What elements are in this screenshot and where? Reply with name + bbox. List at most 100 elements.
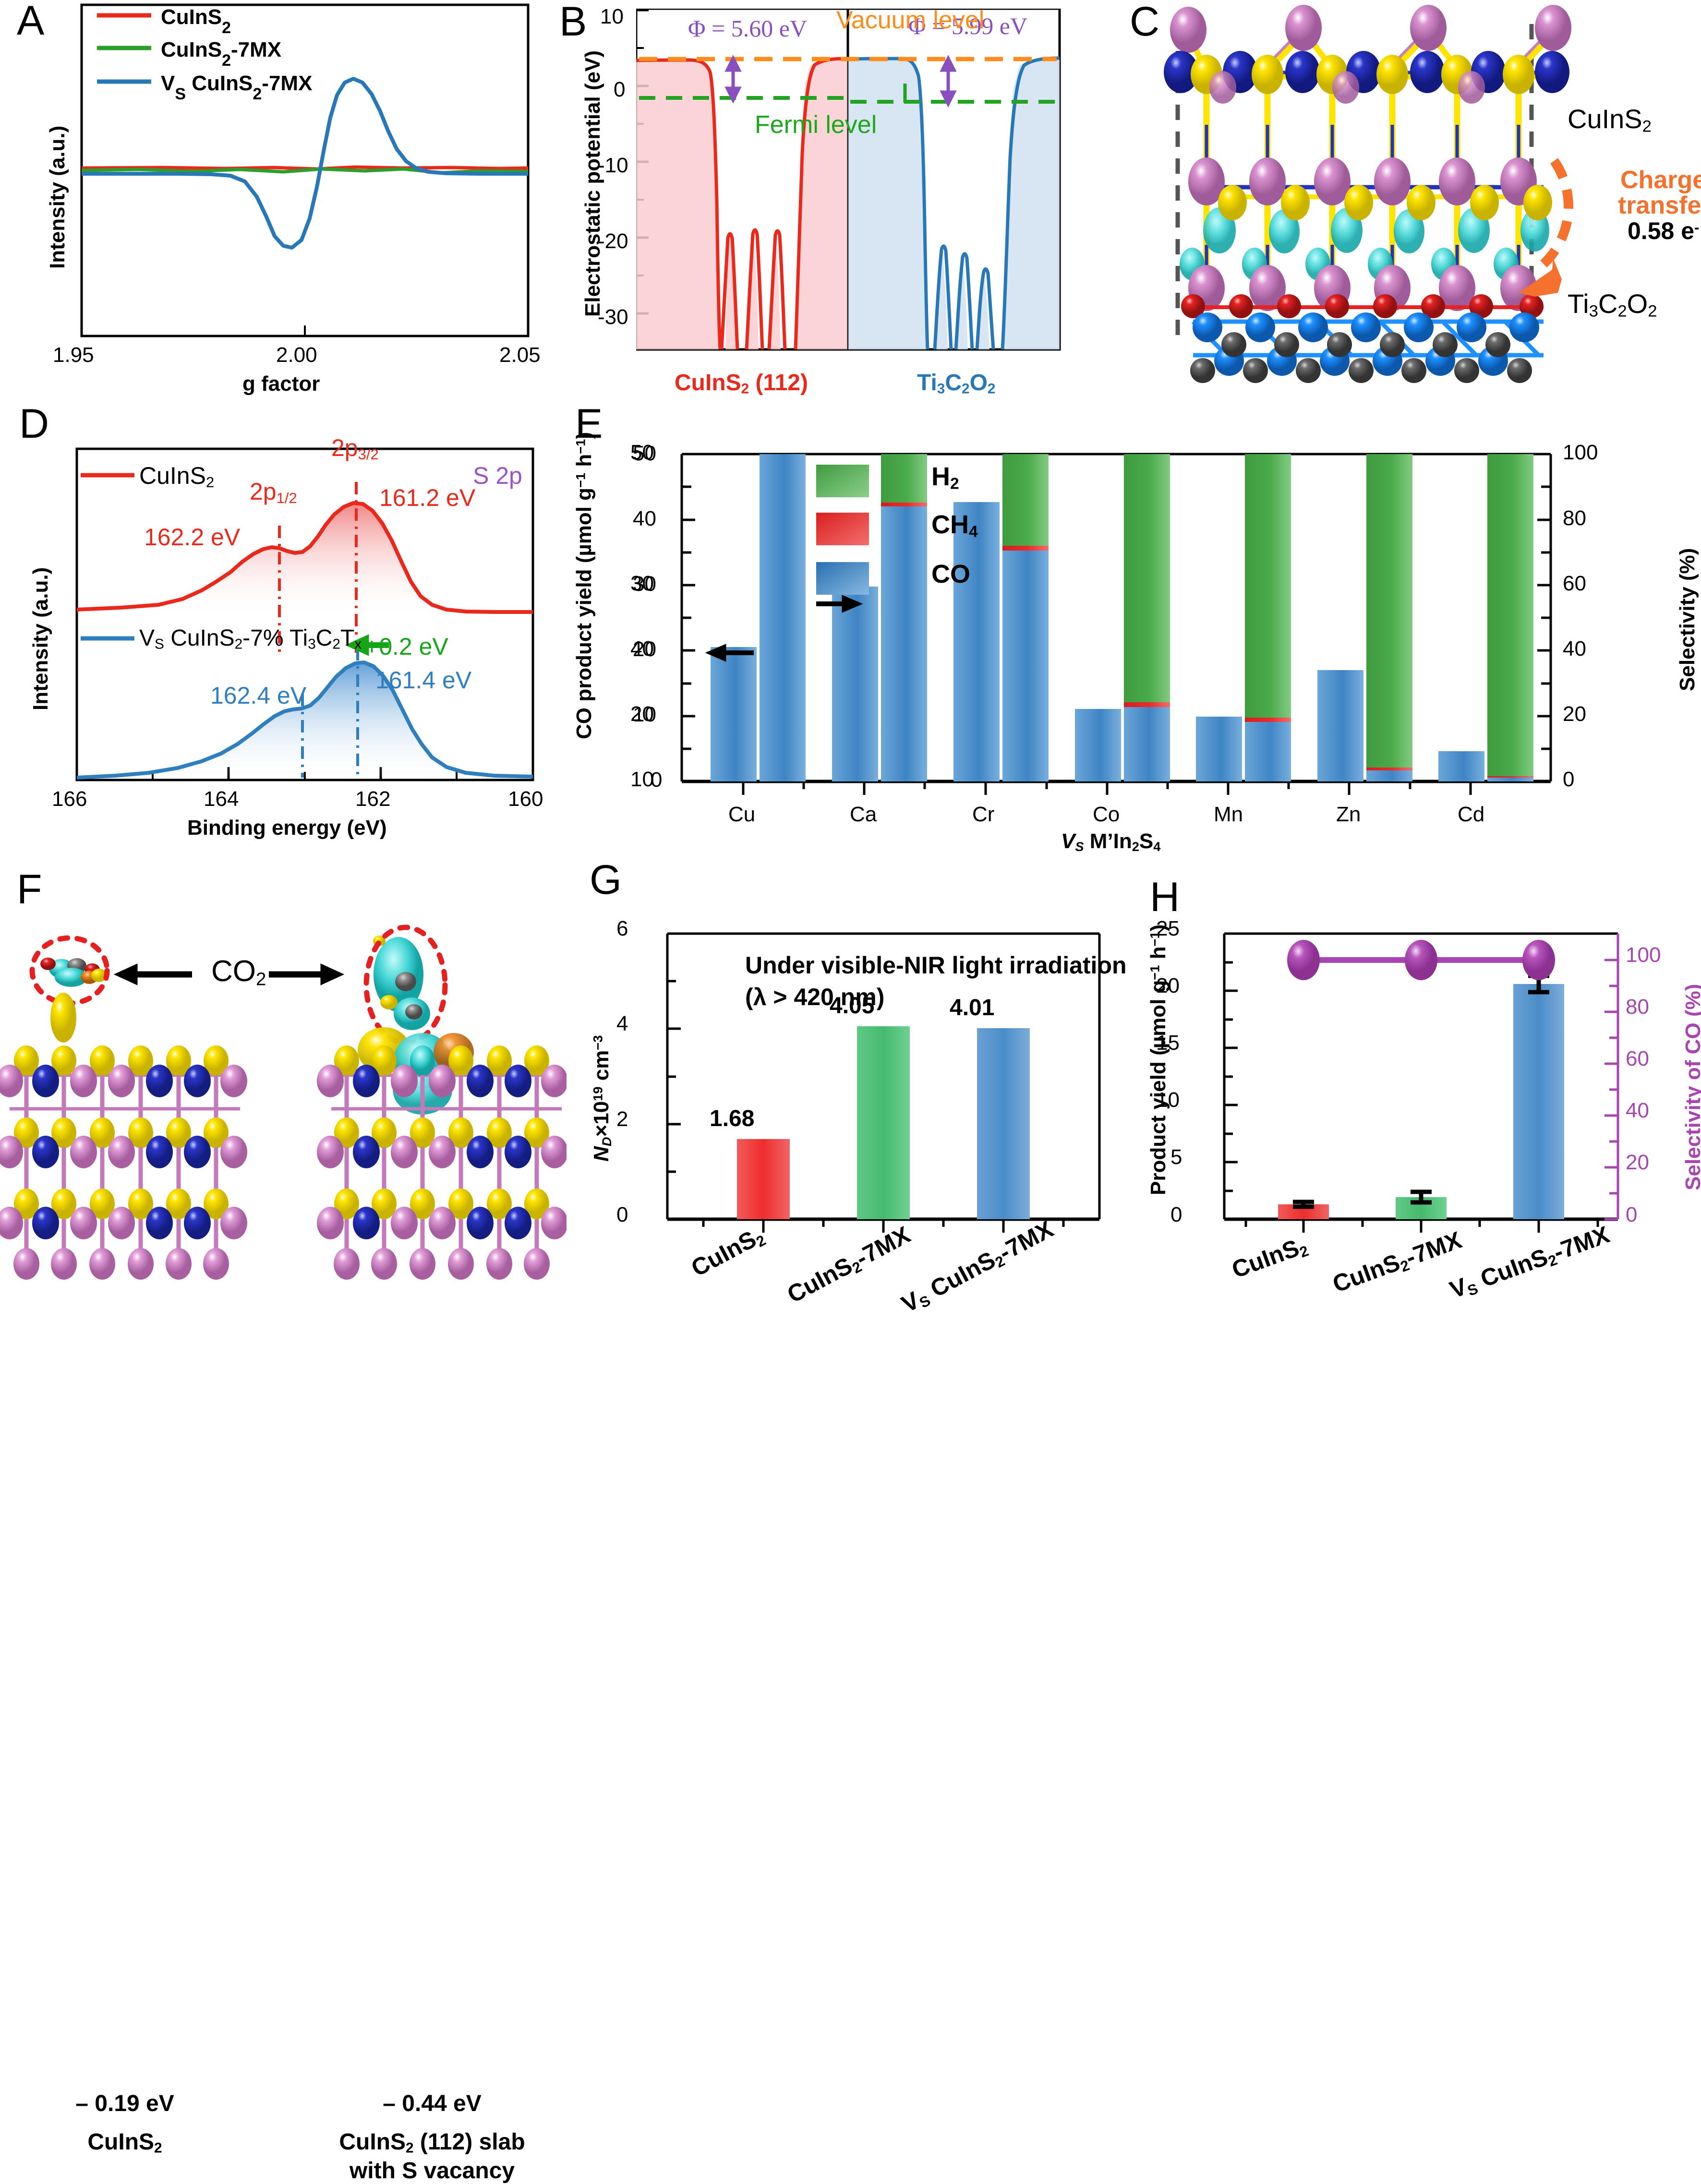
right-axis-arrow (816, 595, 863, 613)
panel-b-ytick-3: -20 (598, 229, 628, 253)
panel-a-letter: A (17, 0, 45, 44)
work-function-arrow-left (724, 55, 742, 104)
panel-f-right-caption-2: with S vacancy (349, 2158, 515, 2184)
panel-c-letter: C (1130, 0, 1160, 45)
bar-selectivity-h2-Zn (1366, 454, 1412, 768)
panel-c-top-label: CuInS2 (1568, 104, 1652, 136)
series-d-vs (76, 660, 533, 780)
panel-g-y-axis-title: ND×1019 cm−3 (590, 1035, 614, 1162)
bar-selectivity-ch4-Zn (1366, 768, 1412, 770)
bar-yield-Cu (711, 647, 757, 781)
panel-a-x-axis-title: g factor (242, 372, 320, 396)
panel-h-y2tick-0: 0 (1626, 1203, 1638, 1226)
bar-selectivity-co-Ca (881, 506, 927, 781)
subplot-ti3c2o2 (848, 56, 1060, 349)
panel-e-y2tick-100: 100 (1563, 441, 1598, 464)
panel-f-left-caption: CuInS2 (87, 2129, 162, 2156)
panel-f-right-energy: – 0.44 eV (383, 2091, 482, 2116)
panel-g-ytick-4: 4 (616, 1012, 628, 1035)
panel-e-xtick-Co: Co (1093, 803, 1120, 826)
panel-g-value-0: 1.68 (710, 1106, 755, 1131)
atom-row-3b (1218, 185, 1552, 220)
panel-e-xtick-Cr: Cr (972, 803, 995, 826)
shift-arrow (345, 634, 389, 656)
panel-d-legend-bottom: VS CuInS2-7% Ti3C2Tx (139, 625, 362, 652)
panel-e-legend (816, 465, 869, 595)
co2-double-arrow (113, 963, 345, 985)
panel-f-co2-label: CO2 (211, 955, 266, 990)
panel-b-ytick-1: 0 (614, 78, 626, 101)
panel-f: F (0, 854, 567, 2184)
selectivity-marker-0 (1287, 940, 1320, 980)
panel-b-letter: B (559, 0, 587, 45)
atom-row-2 (1164, 51, 1569, 104)
panel-h-y2tick-60: 60 (1626, 1047, 1649, 1070)
bar-yield-Mn (1196, 717, 1242, 781)
work-function-arrow-right (940, 55, 957, 108)
atom-row-1 (1170, 5, 1571, 53)
series-d-cuins2 (76, 501, 533, 614)
bar-yield-Cr (953, 502, 1000, 781)
slab-left-row4 (0, 1136, 247, 1168)
bar-selectivity-h2-Cr (1002, 454, 1049, 546)
slab-right-row5 (334, 1188, 549, 1219)
panel-h-y2tick-40: 40 (1626, 1099, 1649, 1122)
panel-d-letter: D (19, 401, 49, 447)
panel-e-plot (680, 453, 1552, 795)
panel-e-y2tick-40: 40 (1563, 637, 1586, 660)
series-d-cuins2-fill (77, 503, 533, 613)
panel-e-y2tick-60: 60 (1563, 572, 1586, 595)
panel-d-xtick-1: 164 (204, 787, 239, 811)
bar-g-cuins2-7mx (857, 1026, 910, 1219)
panel-d-shift-label: +0.2 eV (365, 633, 448, 660)
panel-b-right-xlabel: Ti3C2O2 (917, 370, 996, 397)
panel-f-structures (0, 924, 567, 1280)
panel-g-note-2: (λ > 420 nm) (745, 984, 885, 1010)
bar-selectivity-co-Co (1124, 707, 1170, 781)
panel-e-ytick-40: 40 (630, 637, 654, 660)
slab-right-row1 (334, 1045, 549, 1076)
panel-b-fermi-label: Fermi level (755, 111, 877, 139)
panel-h-y-axis-title: Product yield (µmol g−1 h−1) (1146, 924, 1170, 1195)
slab-left-row1 (14, 1045, 229, 1076)
slab-right-row4 (317, 1136, 567, 1168)
panel-b: B Electrostatic potential (eV) 10 0 -10 … (552, 0, 1119, 398)
panel-e-y2tick-20: 20 (1563, 702, 1586, 726)
bar-selectivity-h2-Ca (881, 454, 927, 503)
panel-d-ann-162-2: 162.2 eV (144, 524, 241, 551)
bar-selectivity-ch4-Cd (1487, 776, 1533, 778)
panel-a-plot: CuInS2 CuInS2-7MX VS CuInS2-7MX (80, 3, 530, 337)
panel-e-y-axis-title: CO product yield (µmol g−1 h−1) (572, 432, 596, 739)
panel-d-ann-2p32: 2p3/2 (331, 434, 379, 463)
panel-a-y-axis-title: Intensity (a.u.) (46, 125, 69, 269)
bar-selectivity-h2-Co (1124, 454, 1170, 702)
panel-a: A Intensity (a.u.) CuInS2 CuInS2-7MX VS … (0, 0, 547, 398)
panel-d-xtick-0: 166 (52, 787, 87, 811)
panel-h-letter: H (1150, 874, 1180, 920)
panel-b-plot (636, 9, 1061, 351)
panel-e-ytick-label-30: 30 (633, 572, 656, 596)
panel-e-xtick-Mn: Mn (1214, 803, 1243, 826)
panel-h-ytick-5: 5 (1170, 1145, 1182, 1169)
bar-selectivity-ch4-Co (1124, 702, 1170, 707)
panel-g-value-1: 4.05 (830, 993, 875, 1019)
selectivity-marker-1 (1405, 940, 1437, 980)
bar-selectivity-co-Mn (1245, 722, 1291, 781)
bar-selectivity-co-Cd (1487, 778, 1533, 781)
panel-e-ytick-label-40: 40 (633, 507, 656, 530)
panel-a-xtick-2: 2.05 (499, 343, 541, 367)
panel-g-note-1: Under visible-NIR light irradiation (745, 952, 1127, 979)
panel-e-ytick-30: 30 (630, 572, 654, 595)
bar-selectivity-h2-Cd (1487, 454, 1533, 776)
bar-selectivity-ch4-Cr (1002, 546, 1049, 551)
panel-h-ytick-10: 10 (1156, 1088, 1180, 1112)
panel-g: G ND×1019 cm−3 (567, 859, 1127, 1332)
panel-e-letter: E (575, 401, 603, 447)
panel-e-y2tick-80: 80 (1563, 506, 1586, 530)
panel-f-left-energy: – 0.19 eV (75, 2091, 174, 2116)
slab-left-row2 (0, 1065, 247, 1097)
panel-c-charge-value: 0.58 e- (1628, 217, 1700, 244)
oxygen-row (1181, 294, 1544, 318)
panel-b-y-axis-title: Electrostatic potential (eV) (581, 50, 604, 317)
left-axis-arrow (705, 644, 754, 662)
